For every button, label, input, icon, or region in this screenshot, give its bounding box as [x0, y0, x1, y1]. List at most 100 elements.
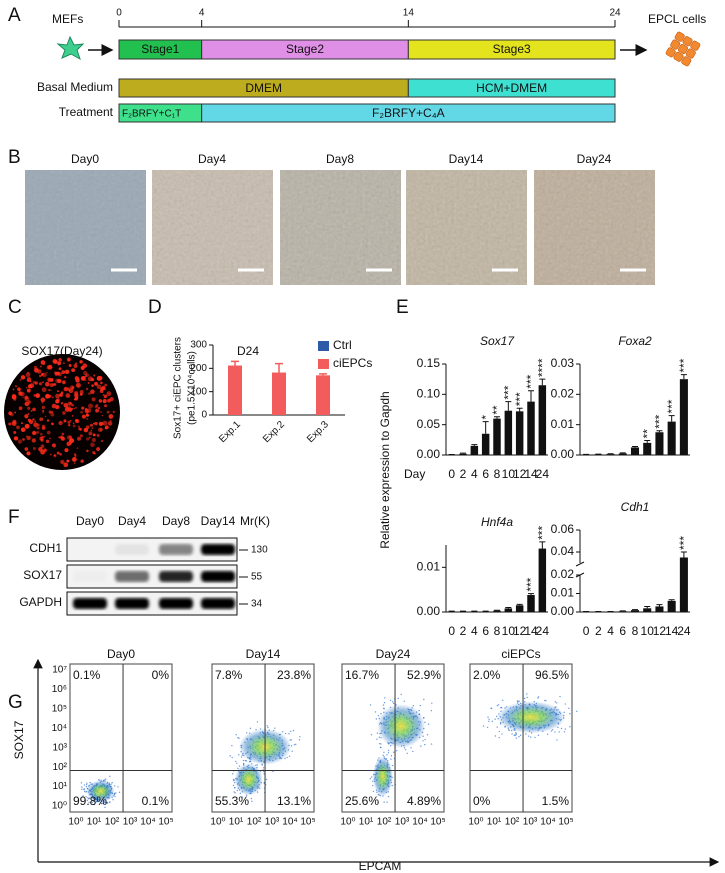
stain-dot — [89, 436, 91, 439]
stain-dot — [33, 394, 36, 397]
stain-dot — [48, 410, 52, 414]
event-dot — [293, 744, 296, 746]
mw-label: 34 — [251, 599, 263, 610]
x-tick-label: 10⁵ — [300, 817, 315, 828]
event-dot — [267, 726, 269, 729]
event-dot — [482, 725, 485, 727]
plot-title: ciEPCs — [501, 647, 540, 661]
y-tick-label: 0.01 — [417, 560, 441, 574]
event-dot — [392, 702, 395, 705]
stain-dot — [95, 404, 99, 407]
x-tick-label: 2 — [595, 624, 602, 638]
event-dot — [238, 737, 240, 739]
stain-dot — [12, 388, 15, 391]
error-bar — [319, 373, 327, 376]
x-tick-label: 24 — [536, 467, 550, 481]
stain-dot — [81, 414, 87, 419]
stain-dot — [73, 407, 76, 410]
event-dot — [487, 716, 489, 718]
stain-dot — [83, 370, 88, 376]
event-dot — [106, 802, 109, 804]
event-dot — [256, 721, 259, 723]
stain-dot — [93, 422, 95, 425]
event-dot — [391, 764, 394, 767]
stain-dot — [75, 419, 78, 422]
stain-dot — [63, 402, 69, 408]
stain-dot — [80, 375, 86, 381]
x-tick-label: 2 — [460, 467, 467, 481]
stain-dot — [75, 362, 77, 365]
stain-dot — [109, 397, 114, 402]
stain-dot — [41, 372, 44, 376]
stain-dot — [20, 422, 23, 425]
stain-dot — [27, 413, 30, 416]
event-dot — [232, 773, 234, 775]
significance: *** — [524, 374, 538, 388]
stain-dot — [42, 381, 44, 384]
error-bar — [539, 541, 546, 549]
segment-bar — [201, 103, 616, 123]
event-dot — [83, 790, 86, 793]
band — [115, 544, 149, 555]
bar — [618, 453, 627, 455]
stain-dot — [55, 393, 60, 399]
stain-dot — [63, 362, 65, 364]
event-dot — [377, 714, 380, 717]
y-tick-label: 0.04 — [551, 544, 575, 558]
x-tick-label: Exp.1 — [217, 419, 243, 445]
stain-dot — [88, 392, 91, 396]
bar — [316, 375, 330, 415]
legend-swatch — [318, 359, 329, 369]
stain-dot — [34, 420, 37, 423]
stain-dot — [14, 384, 18, 388]
stain-dot — [97, 406, 101, 410]
significance: ** — [640, 429, 654, 439]
stain-dot — [13, 431, 17, 435]
stain-dot — [60, 402, 64, 405]
bar — [618, 611, 627, 612]
event-dot — [80, 782, 83, 784]
segment-label: F₂BRFY+C₄A — [372, 106, 445, 120]
stain-dot — [98, 421, 104, 427]
event-dot — [379, 746, 382, 748]
significance: * — [479, 415, 493, 420]
stain-dot — [24, 423, 30, 429]
event-dot — [114, 785, 116, 787]
event-dot — [386, 754, 388, 756]
stain-dot — [27, 406, 31, 410]
legend-label: Ctrl — [333, 338, 352, 352]
stain-dot — [101, 414, 103, 417]
event-dot — [272, 770, 274, 773]
stain-dot — [50, 412, 55, 417]
event-dot — [86, 799, 89, 802]
band — [201, 598, 235, 609]
stain-dot — [48, 388, 51, 392]
stain-dot — [40, 397, 46, 403]
event-dot — [236, 789, 238, 792]
mw-label: 130 — [251, 545, 268, 556]
legend-label: ciEPCs — [333, 356, 372, 370]
event-dot — [265, 778, 268, 781]
plot-title: Day14 — [246, 647, 281, 661]
stain-dot — [42, 409, 45, 413]
event-dot — [249, 727, 252, 730]
stain-dot — [62, 380, 66, 384]
stain-dot — [57, 390, 59, 393]
stage-label: Stage3 — [493, 42, 531, 56]
y-tick-label: 200 — [190, 363, 207, 374]
x-tick-label: 10² — [505, 817, 520, 828]
event-dot — [251, 800, 253, 803]
event-dot — [250, 797, 253, 800]
tick-label: 14 — [403, 8, 415, 19]
stain-dot — [90, 442, 95, 448]
quadrant-percent: 16.7% — [345, 668, 379, 682]
event-dot — [282, 731, 284, 733]
event-dot — [569, 726, 571, 728]
event-dot — [383, 701, 386, 704]
stain-dot — [103, 394, 108, 398]
blot-strip — [66, 537, 238, 562]
x-tick-label: 10³ — [265, 817, 280, 828]
event-dot — [412, 750, 414, 753]
error-bar — [231, 360, 239, 366]
panel-label: B — [8, 147, 21, 168]
